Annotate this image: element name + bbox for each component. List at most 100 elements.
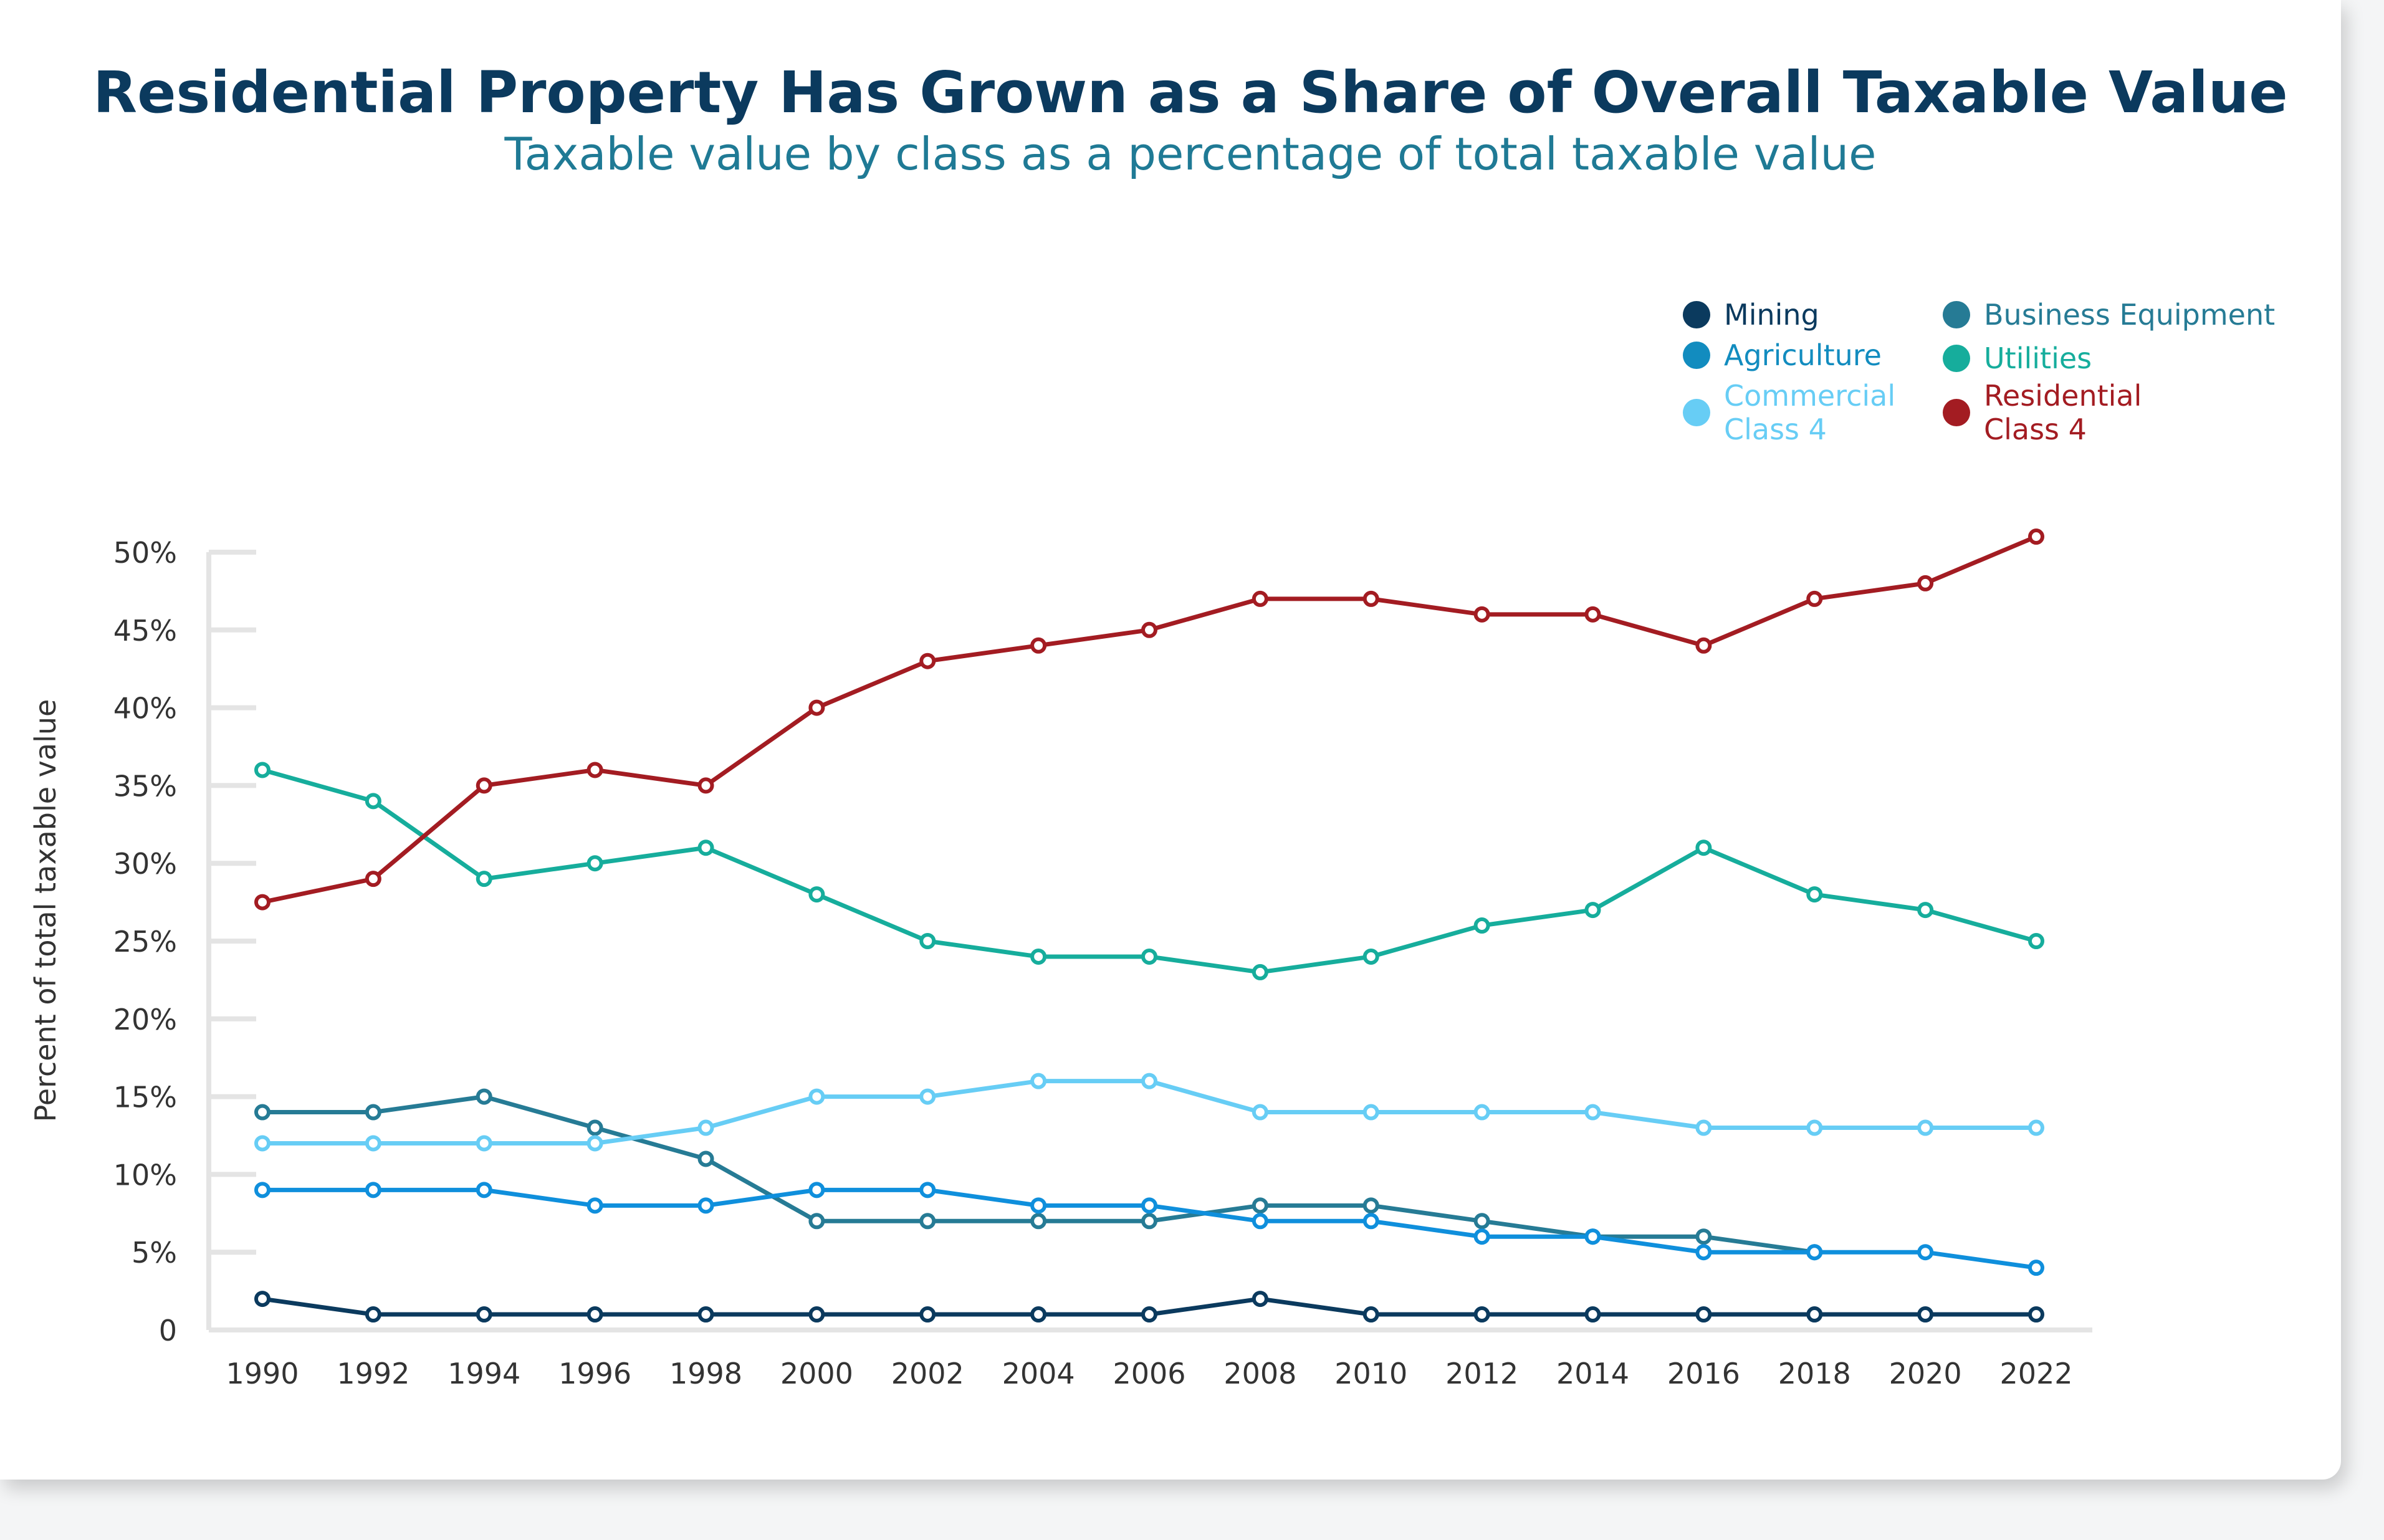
data-point-residential-class-4: [1362, 590, 1379, 607]
y-tick-label: 15%: [113, 1081, 177, 1114]
y-tick-label: 50%: [113, 536, 177, 570]
data-point-commercial-class-4: [919, 1088, 936, 1105]
data-point-agriculture: [1917, 1244, 1934, 1261]
legend-label-line: Commercial: [1724, 379, 1896, 413]
legend-label-line: Class 4: [1724, 413, 1827, 446]
data-point-residential-class-4: [1695, 637, 1712, 654]
data-point-residential-class-4: [1584, 606, 1601, 623]
legend-item: Utilities: [1943, 342, 2092, 375]
y-tick-label: 0: [159, 1314, 177, 1347]
legend-item: Residential Class 4: [1943, 379, 2142, 446]
data-point-mining: [1030, 1306, 1047, 1323]
legend-item: Agriculture: [1683, 338, 1882, 372]
data-point-mining: [586, 1306, 603, 1323]
legend-dot-icon: [1943, 399, 1970, 426]
data-point-mining: [476, 1306, 492, 1323]
y-tick-label: 5%: [132, 1236, 177, 1270]
legend-dot-icon: [1683, 342, 1710, 369]
data-point-residential-class-4: [1141, 621, 1157, 638]
data-point-residential-class-4: [2028, 528, 2044, 545]
data-point-residential-class-4: [1473, 606, 1490, 623]
x-tick-label: 2016: [1667, 1357, 1740, 1390]
data-point-business-equipment: [1362, 1197, 1379, 1214]
legend-label: Residential Class 4: [1984, 379, 2142, 446]
data-point-agriculture: [919, 1182, 936, 1198]
x-tick-label: 2006: [1113, 1357, 1185, 1390]
legend-label: Mining: [1724, 298, 1819, 332]
y-tick-label: 40%: [113, 692, 177, 725]
x-tick-label: 1994: [448, 1357, 520, 1390]
x-tick-label: 1992: [337, 1357, 409, 1390]
data-point-utilities: [476, 871, 492, 887]
data-point-business-equipment: [1030, 1213, 1047, 1230]
data-point-commercial-class-4: [586, 1135, 603, 1152]
data-point-utilities: [1806, 886, 1823, 903]
legend-dot-icon: [1943, 301, 1970, 328]
x-tick-label: 2018: [1778, 1357, 1851, 1390]
x-tick-label: 1996: [558, 1357, 631, 1390]
data-point-agriculture: [808, 1182, 825, 1198]
data-point-utilities: [1030, 948, 1047, 965]
legend-label-line: Class 4: [1984, 413, 2087, 446]
data-point-mining: [1695, 1306, 1712, 1323]
data-point-utilities: [586, 855, 603, 872]
y-tick-label: 45%: [113, 614, 177, 648]
x-tick-label: 1990: [226, 1357, 299, 1390]
data-point-agriculture: [1252, 1213, 1268, 1230]
data-point-business-equipment: [1252, 1197, 1268, 1214]
data-point-commercial-class-4: [1030, 1073, 1047, 1089]
data-point-agriculture: [1141, 1197, 1157, 1214]
data-point-utilities: [808, 886, 825, 903]
x-tick-label: 2000: [780, 1357, 853, 1390]
data-point-utilities: [1252, 964, 1268, 980]
data-point-agriculture: [365, 1182, 381, 1198]
data-point-commercial-class-4: [1252, 1104, 1268, 1121]
chart-subtitle: Taxable value by class as a percentage o…: [504, 128, 1877, 180]
series-line-utilities: [262, 768, 2037, 975]
data-point-commercial-class-4: [808, 1088, 825, 1105]
y-tick-label: 35%: [113, 769, 177, 803]
data-point-residential-class-4: [254, 894, 270, 911]
data-point-mining: [1362, 1306, 1379, 1323]
x-tick-label: 2014: [1556, 1357, 1629, 1390]
data-point-agriculture: [697, 1197, 714, 1214]
data-point-commercial-class-4: [365, 1135, 381, 1152]
legend-label-line: Agriculture: [1724, 338, 1882, 372]
data-point-mining: [808, 1306, 825, 1323]
data-point-mining: [1806, 1306, 1823, 1323]
x-tick-label: 2020: [1889, 1357, 1962, 1390]
data-point-business-equipment: [1695, 1228, 1712, 1245]
data-point-commercial-class-4: [1806, 1119, 1823, 1136]
chart-title: Residential Property Has Grown as a Shar…: [93, 59, 2288, 126]
data-point-agriculture: [1695, 1244, 1712, 1261]
chart-card: [0, 0, 2341, 1480]
data-point-agriculture: [1030, 1197, 1047, 1214]
data-point-residential-class-4: [586, 762, 603, 778]
data-point-commercial-class-4: [697, 1119, 714, 1136]
legend-item: Commercial Class 4: [1683, 379, 1895, 446]
data-point-utilities: [697, 839, 714, 856]
legend-label-line: Utilities: [1984, 342, 2092, 375]
data-point-utilities: [2028, 933, 2044, 949]
data-point-utilities: [1584, 902, 1601, 919]
data-point-business-equipment: [808, 1213, 825, 1230]
data-point-business-equipment: [254, 1104, 270, 1121]
x-tick-label: 2004: [1002, 1357, 1075, 1390]
data-point-agriculture: [1473, 1228, 1490, 1245]
data-point-mining: [2028, 1306, 2044, 1323]
data-point-commercial-class-4: [1141, 1073, 1157, 1089]
y-tick-label: 30%: [113, 847, 177, 881]
legend-dot-icon: [1683, 399, 1710, 426]
data-point-commercial-class-4: [1584, 1104, 1601, 1121]
legend-label-line: Mining: [1724, 298, 1819, 332]
data-point-mining: [1473, 1306, 1490, 1323]
data-point-utilities: [1362, 948, 1379, 965]
data-point-residential-class-4: [808, 699, 825, 716]
data-point-mining: [1917, 1306, 1934, 1323]
data-point-utilities: [1141, 948, 1157, 965]
data-point-business-equipment: [1473, 1213, 1490, 1230]
data-point-commercial-class-4: [2028, 1119, 2044, 1136]
data-point-residential-class-4: [1252, 590, 1268, 607]
y-tick-label: 25%: [113, 925, 177, 959]
data-point-business-equipment: [697, 1150, 714, 1167]
